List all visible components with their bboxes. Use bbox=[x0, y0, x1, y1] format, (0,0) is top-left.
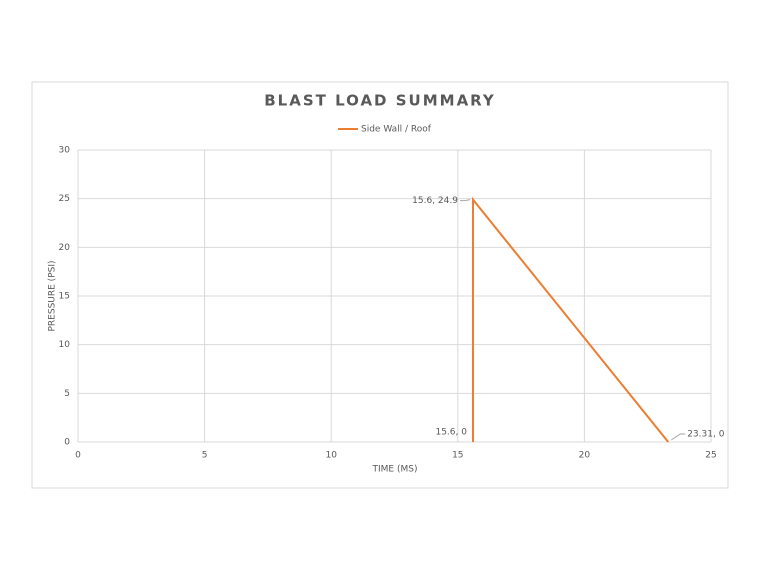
leader-line bbox=[459, 199, 471, 202]
y-tick-label: 25 bbox=[59, 194, 70, 204]
data-label: 15.6, 0 bbox=[435, 428, 467, 438]
y-tick-label: 20 bbox=[59, 243, 71, 253]
data-label: 15.6, 24.9 bbox=[412, 196, 458, 206]
x-tick-label: 10 bbox=[325, 451, 337, 461]
y-tick-label: 30 bbox=[59, 146, 71, 156]
y-tick-label: 10 bbox=[59, 340, 71, 350]
data-label: 23.31, 0 bbox=[687, 430, 724, 440]
legend-label: Side Wall / Roof bbox=[361, 125, 432, 135]
x-tick-label: 0 bbox=[75, 451, 81, 461]
x-tick-label: 5 bbox=[202, 451, 208, 461]
y-tick-label: 15 bbox=[59, 292, 70, 302]
x-axis-label: TIME (MS) bbox=[372, 465, 418, 475]
y-axis-label: PRESSURE (PSI) bbox=[48, 261, 58, 332]
chart-frame bbox=[31, 81, 729, 489]
y-tick-label: 5 bbox=[64, 389, 70, 399]
y-tick-label: 0 bbox=[64, 438, 70, 448]
x-tick-label: 20 bbox=[579, 451, 591, 461]
leader-line bbox=[670, 433, 686, 441]
chart-title: BLAST LOAD SUMMARY bbox=[264, 92, 496, 110]
x-tick-label: 15 bbox=[452, 451, 463, 461]
x-tick-label: 25 bbox=[705, 451, 716, 461]
series-line bbox=[471, 196, 669, 443]
